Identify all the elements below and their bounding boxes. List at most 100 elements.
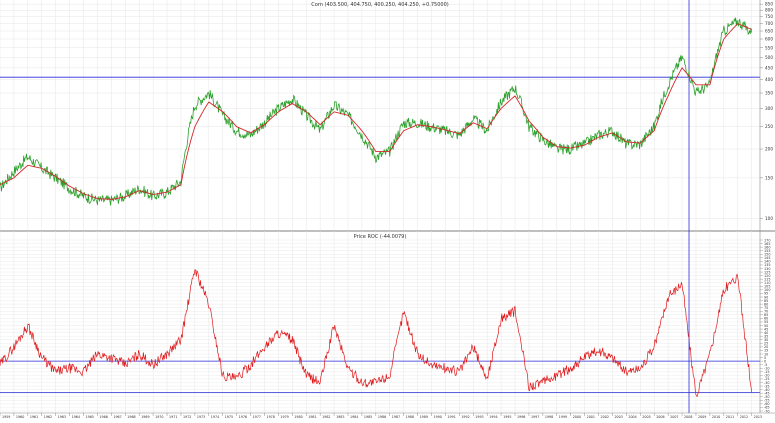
x-tick-label: 2012 <box>740 415 748 419</box>
x-tick-label: 1995 <box>503 415 511 419</box>
roc-y-tick-label: -60 <box>764 402 770 406</box>
x-tick-label: 1985 <box>364 415 372 419</box>
roc-y-tick-label: 135 <box>764 263 770 267</box>
x-tick-label: 1966 <box>99 415 107 419</box>
roc-y-tick-label: -40 <box>764 388 770 392</box>
x-tick-label: 2009 <box>698 415 706 419</box>
top-panel-reference-lines <box>0 0 760 231</box>
x-tick-label: 2008 <box>684 415 692 419</box>
roc-y-tick-label: 0 <box>764 359 766 363</box>
x-tick-label: 1984 <box>350 415 358 419</box>
x-tick-label: 1979 <box>280 415 288 419</box>
x-tick-label: 1987 <box>392 415 400 419</box>
price-y-tick-label: 250 <box>765 124 773 129</box>
x-tick-label: 1962 <box>44 415 52 419</box>
roc-y-tick-label: 160 <box>764 245 770 249</box>
roc-y-tick-label: -5 <box>764 363 767 367</box>
x-tick-label: 1967 <box>113 415 121 419</box>
x-tick-label: 1975 <box>225 415 233 419</box>
x-tick-label: 2004 <box>628 415 636 419</box>
roc-y-tick-label: -50 <box>764 395 770 399</box>
roc-y-tick-label: -25 <box>764 377 770 381</box>
price-y-tick-label: 800 <box>765 8 773 13</box>
roc-y-tick-label: 100 <box>764 288 770 292</box>
roc-panel-grid <box>0 231 760 413</box>
top-panel-grid <box>0 0 760 231</box>
x-tick-label: 1978 <box>266 415 274 419</box>
price-y-tick-label: 150 <box>765 175 773 180</box>
roc-y-tick-label: -10 <box>764 367 770 371</box>
x-axis: 1959 1960 1961 1962 1963 1964 1965 1966 1967 1968… <box>0 413 762 419</box>
roc-y-tick-label: 140 <box>764 260 770 264</box>
roc-y-tick-label: 65 <box>764 313 768 317</box>
x-tick-label: 1992 <box>461 415 469 419</box>
x-tick-label: 2003 <box>614 415 622 419</box>
price-y-tick-label: 400 <box>765 77 773 82</box>
roc-panel-series <box>0 269 752 397</box>
roc-y-tick-label: 45 <box>764 327 768 331</box>
x-tick-label: 1974 <box>211 415 219 419</box>
x-tick-label: 1972 <box>183 415 191 419</box>
roc-y-tick-label: 75 <box>764 306 768 310</box>
x-tick-label: 1968 <box>127 415 135 419</box>
top-panel: Corn (403.500, 404.750, 400.250, 404.250… <box>0 0 773 231</box>
roc-y-tick-label: 165 <box>764 242 770 246</box>
x-tick-label: 1969 <box>141 415 149 419</box>
price-y-tick-label: 650 <box>765 29 773 34</box>
moving-average-line <box>0 23 752 200</box>
roc-y-tick-label: -20 <box>764 374 770 378</box>
x-tick-label: 1982 <box>322 415 330 419</box>
x-tick-label: 1983 <box>336 415 344 419</box>
roc-y-tick-label: 150 <box>764 253 770 257</box>
roc-y-tick-label: 10 <box>764 352 768 356</box>
price-series-line <box>0 17 753 206</box>
price-y-tick-label: 300 <box>765 106 773 111</box>
roc-y-tick-label: -70 <box>764 409 770 413</box>
roc-series-line <box>0 269 752 397</box>
x-tick-label: 1997 <box>531 415 539 419</box>
roc-y-tick-label: 85 <box>764 299 768 303</box>
roc-y-tick-label: 110 <box>764 281 770 285</box>
roc-y-tick-label: 20 <box>764 345 768 349</box>
x-tick-label: 1996 <box>517 415 525 419</box>
x-tick-label: 1976 <box>239 415 247 419</box>
x-tick-label: 2000 <box>573 415 581 419</box>
x-tick-label: 2006 <box>656 415 664 419</box>
roc-y-tick-label: 105 <box>764 285 770 289</box>
roc-y-tick-label: 95 <box>764 292 768 296</box>
x-tick-label: 2001 <box>587 415 595 419</box>
x-tick-label: 1991 <box>447 415 455 419</box>
roc-y-tick-label: 90 <box>764 295 768 299</box>
x-tick-label: 1998 <box>545 415 553 419</box>
x-tick-label: 1971 <box>169 415 177 419</box>
roc-y-tick-label: -15 <box>764 370 770 374</box>
roc-y-tick-label: 70 <box>764 310 768 314</box>
x-tick-label: 2005 <box>642 415 650 419</box>
price-y-tick-label: 100 <box>765 216 773 221</box>
x-tick-label: 1981 <box>308 415 316 419</box>
x-tick-label: 1973 <box>197 415 205 419</box>
roc-y-tick-label: 25 <box>764 342 768 346</box>
x-tick-label: 1965 <box>86 415 94 419</box>
x-tick-label: 1970 <box>155 415 163 419</box>
x-tick-label: 1990 <box>434 415 442 419</box>
x-tick-label: 1986 <box>378 415 386 419</box>
roc-y-tick-label: 50 <box>764 324 768 328</box>
roc-y-tick-label: 30 <box>764 338 768 342</box>
price-y-tick-label: 550 <box>765 45 773 50</box>
price-y-tick-label: 500 <box>765 55 773 60</box>
roc-y-tick-label: -30 <box>764 381 770 385</box>
roc-y-tick-label: -55 <box>764 399 770 403</box>
top-panel-series <box>0 17 753 206</box>
roc-y-tick-label: 40 <box>764 331 768 335</box>
x-tick-label: 1988 <box>406 415 414 419</box>
roc-y-tick-label: 120 <box>764 274 770 278</box>
roc-y-tick-label: 125 <box>764 270 770 274</box>
price-y-tick-label: 600 <box>765 37 773 42</box>
roc-y-tick-label: 80 <box>764 302 768 306</box>
x-tick-label: 2011 <box>726 415 734 419</box>
roc-y-tick-label: -35 <box>764 384 770 388</box>
roc-y-tick-label: 145 <box>764 256 770 260</box>
